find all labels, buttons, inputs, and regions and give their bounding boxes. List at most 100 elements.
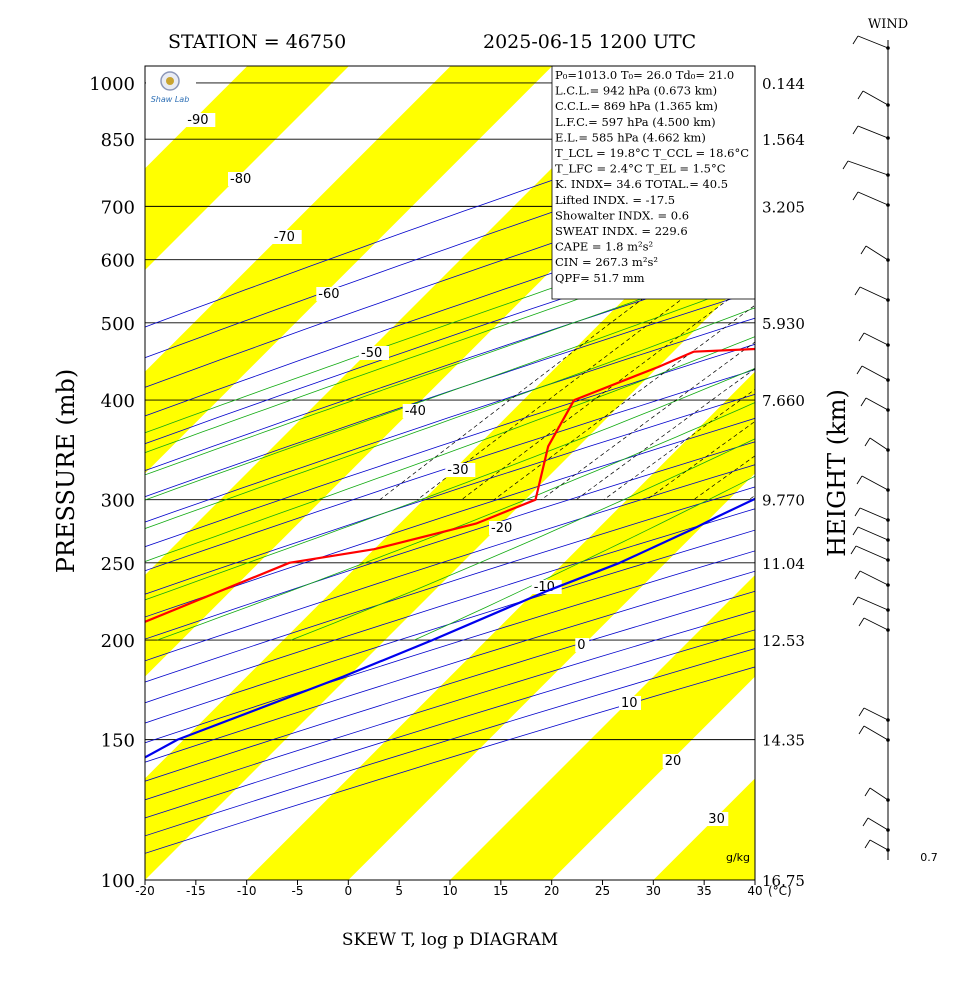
wind-barb xyxy=(863,332,889,346)
temperature-tick-label: 35 xyxy=(697,884,712,898)
isotherm-label-bg xyxy=(445,463,476,477)
index-line: T_LCL = 19.8°C T_CCL = 18.6°C xyxy=(555,146,749,160)
wind-barb-point xyxy=(886,488,890,492)
wind-barb-point xyxy=(886,558,890,562)
temperature-tick-label: 20 xyxy=(544,884,559,898)
moist-adiabat xyxy=(145,281,755,501)
wind-barb-flag xyxy=(858,707,865,717)
wind-barb xyxy=(857,191,889,206)
wind-barb-flag xyxy=(864,437,871,447)
height-tick-label: 12.53 xyxy=(762,632,805,650)
wind-barb-flag xyxy=(852,596,859,606)
wind-barb-point xyxy=(886,848,890,852)
pressure-tick-label: 150 xyxy=(101,731,135,752)
isotherm-label: -50 xyxy=(361,346,382,361)
dry-adiabat xyxy=(145,205,755,417)
wind-barb-point xyxy=(886,408,890,412)
wind-barb xyxy=(857,596,889,611)
wind-barb-flag xyxy=(858,332,865,342)
moist-adiabat xyxy=(157,402,755,641)
height-axis-label: HEIGHT (km) xyxy=(823,389,851,557)
height-tick-label: 3.205 xyxy=(762,198,805,216)
index-line: E.L.= 585 hPa (4.662 km) xyxy=(555,130,706,144)
moist-adiabat xyxy=(145,336,755,562)
height-tick-label: 7.660 xyxy=(762,392,805,410)
dry-adiabat xyxy=(145,417,755,618)
height-tick-labels: 16.75 14.35 12.53 11.04 9.770 7.660 5.930 3.205… xyxy=(762,75,805,890)
isotherm-label: -90 xyxy=(187,113,208,128)
dry-adiabat xyxy=(145,393,755,595)
dry-adiabat xyxy=(145,143,755,359)
height-tick-label: 16.75 xyxy=(762,872,805,890)
wind-barb-point xyxy=(886,343,890,347)
wind-barb-flag xyxy=(852,191,859,201)
wind-title: WIND xyxy=(868,17,908,32)
temperature-tick-label: 25 xyxy=(595,884,610,898)
wind-barb-point xyxy=(886,203,890,207)
temperature-tick-label: -15 xyxy=(186,884,206,898)
index-line: K. INDX= 34.6 TOTAL.= 40.5 xyxy=(555,177,728,191)
mixing-ratio-line xyxy=(493,304,755,500)
wind-barb xyxy=(859,570,889,586)
wind-barb xyxy=(857,125,889,139)
wind-barb-flag xyxy=(858,725,865,735)
pressure-tick-label: 600 xyxy=(101,251,135,272)
station-title: STATION = 46750 xyxy=(168,31,346,53)
wind-barb-point xyxy=(886,798,890,802)
dewpoint-profile-line xyxy=(145,347,755,623)
index-line: T_LFC = 2.4°C T_EL = 1.5°C xyxy=(555,162,726,176)
wind-barb-point xyxy=(886,628,890,632)
height-tick-label: 1.564 xyxy=(762,131,805,149)
wind-barb-flag xyxy=(860,245,867,255)
isotherm-label: 0 xyxy=(577,638,585,653)
dry-adiabat xyxy=(145,464,755,662)
index-line: P₀=1013.0 T₀= 26.0 Td₀= 21.0 xyxy=(555,68,734,82)
index-line: L.F.C.= 597 hPa (4.500 km) xyxy=(555,115,716,129)
wind-barb-point xyxy=(886,136,890,140)
dry-adiabat xyxy=(145,529,755,724)
dry-adiabat xyxy=(145,441,755,640)
wind-barb xyxy=(869,437,889,451)
isotherm-label: 20 xyxy=(665,754,682,769)
wind-barb-point xyxy=(886,258,890,262)
isotherm-label-bg xyxy=(575,638,590,652)
temperature-tick-label: 40 xyxy=(747,884,762,898)
dry-adiabat xyxy=(145,369,755,572)
wind-barb-point xyxy=(886,518,890,522)
wind-barb xyxy=(869,839,889,851)
sounding-series xyxy=(145,347,755,759)
mixing-ratio-line xyxy=(461,279,755,500)
isotherm-label: -80 xyxy=(230,172,251,187)
height-tick-label: 9.770 xyxy=(762,492,805,510)
isotherm-label-bg xyxy=(489,521,519,535)
temperature-unit-label: (°C) xyxy=(768,884,792,898)
wind-barb-point xyxy=(886,608,890,612)
mixing-ratio-line xyxy=(575,368,755,500)
isotherm-label-bg xyxy=(271,230,302,244)
mixing-ratio-labels: 0.711.5234571015202530g/kg xyxy=(726,851,938,864)
wind-barb xyxy=(863,707,889,721)
isotherm-band xyxy=(145,66,349,270)
isotherm-label-bg xyxy=(619,696,641,710)
wind-barb-flag xyxy=(862,817,869,827)
isotherm-label: -20 xyxy=(491,521,512,536)
diagram-footer: SKEW T, log p DIAGRAM xyxy=(342,930,558,950)
index-line: CAPE = 1.8 m²s² xyxy=(555,240,653,254)
isotherm-label-bg xyxy=(402,404,433,418)
isotherm-band xyxy=(450,575,755,880)
isotherm-label: 30 xyxy=(708,812,725,827)
isotherm-band xyxy=(145,66,553,474)
temperature-tick-label: 10 xyxy=(442,884,457,898)
wind-barb-flag xyxy=(852,125,859,135)
station-logo: Shaw Lab xyxy=(146,67,196,107)
wind-barb xyxy=(859,507,889,521)
isotherm-band xyxy=(653,778,755,880)
isotherm-label-bg xyxy=(359,346,389,360)
temperature-tick-label: 5 xyxy=(395,884,403,898)
temperature-tick-label: 0 xyxy=(344,884,352,898)
wind-barb xyxy=(861,365,889,381)
isotherm-label: 10 xyxy=(621,696,638,711)
mixing-ratio-line xyxy=(848,66,960,500)
wind-barb-flag xyxy=(856,475,863,485)
isotherm-label: -70 xyxy=(274,230,295,245)
